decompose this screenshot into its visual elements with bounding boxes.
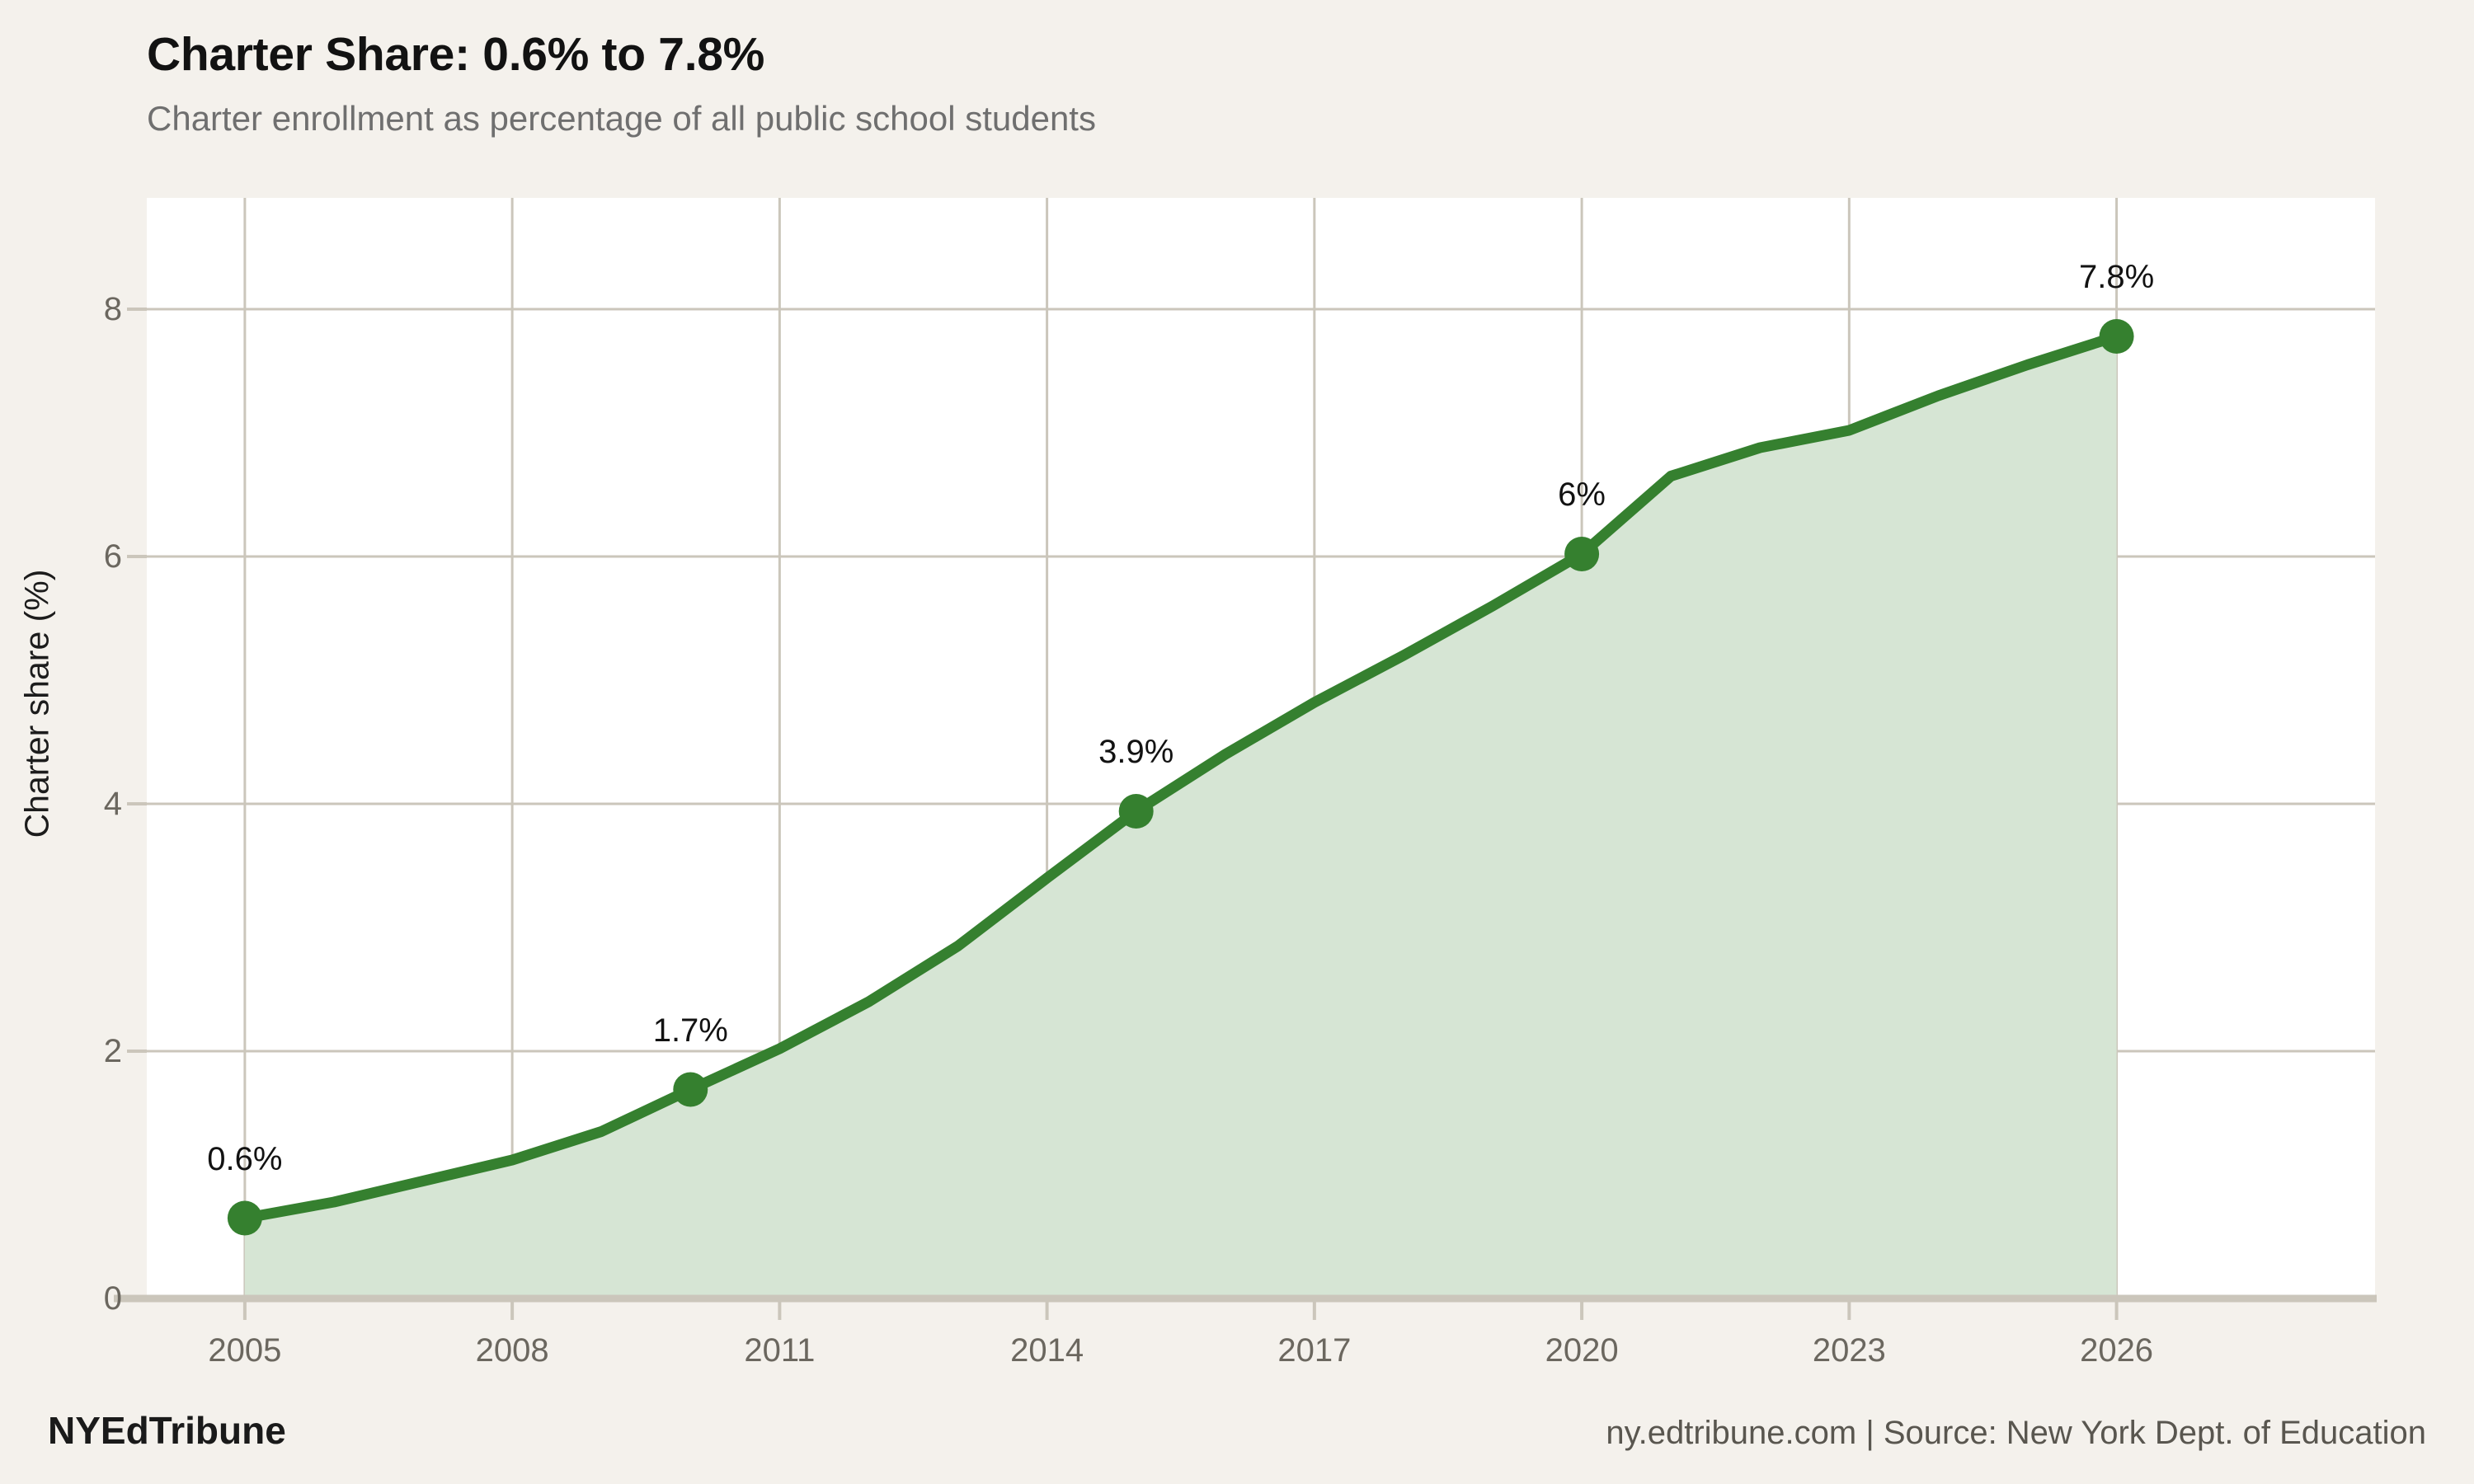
y-tick-label: 0	[103, 1280, 122, 1317]
x-tick-label: 2020	[1545, 1332, 1619, 1369]
y-tick-label: 4	[103, 786, 122, 822]
y-tick-label: 2	[103, 1033, 122, 1069]
chart-subtitle: Charter enrollment as percentage of all …	[147, 99, 1096, 138]
plot-area	[114, 198, 2377, 1320]
brand-label: NYEdTribune	[48, 1409, 286, 1452]
y-tick-label: 8	[103, 291, 122, 327]
data-point-value-label: 3.9%	[1098, 734, 1174, 770]
y-axis-title: Charter share (%)	[17, 569, 56, 838]
chart-footer: NYEdTribune ny.edtribune.com | Source: N…	[0, 1411, 2474, 1477]
data-point-value-label: 7.8%	[2078, 259, 2155, 295]
x-tick-label: 2008	[475, 1332, 549, 1369]
chart-title: Charter Share: 0.6% to 7.8%	[147, 28, 765, 81]
chart-header: Charter Share: 0.6% to 7.8% Charter enro…	[147, 31, 2373, 136]
data-point-marker	[2099, 319, 2134, 354]
x-tick-label: 2017	[1277, 1332, 1352, 1369]
series-area-fill	[244, 336, 2117, 1298]
x-tick-label: 2023	[1812, 1332, 1886, 1369]
data-point-marker	[1564, 537, 1600, 571]
x-axis-tick-labels: 2005 2008 2011 2014 2017 2020 2023 2026	[0, 1334, 2474, 1383]
chart-canvas	[114, 198, 2377, 1320]
x-tick-label: 2014	[1010, 1332, 1084, 1369]
data-point-value-label: 0.6%	[207, 1140, 283, 1177]
data-point-value-label: 6%	[1558, 477, 1606, 513]
y-axis-tick-labels: 0 2 4 6 8	[0, 0, 122, 1484]
x-tick-label: 2011	[744, 1332, 816, 1369]
data-point-value-label: 1.7%	[652, 1012, 728, 1049]
data-point-marker	[1118, 794, 1154, 829]
data-point-marker	[227, 1200, 262, 1236]
x-tick-label: 2005	[208, 1332, 282, 1369]
y-tick-label: 6	[103, 538, 122, 575]
source-label: ny.edtribune.com | Source: New York Dept…	[1606, 1415, 2426, 1451]
x-tick-label: 2026	[2080, 1332, 2154, 1369]
data-point-marker	[673, 1072, 708, 1107]
series-line	[239, 331, 2123, 1223]
